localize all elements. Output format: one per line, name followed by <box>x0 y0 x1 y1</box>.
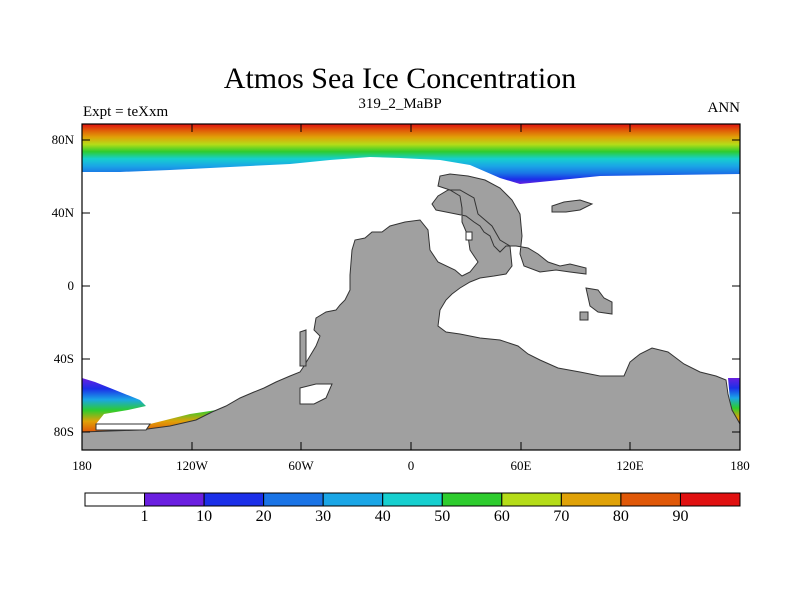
experiment-label: Expt = teXxm <box>83 104 169 120</box>
lon-label-60w: 60W <box>288 458 314 473</box>
colorbar-label: 50 <box>434 508 451 525</box>
colorbar-swatch <box>501 492 562 507</box>
lat-label-80n: 80N <box>51 132 74 147</box>
inland-lake-north <box>465 231 473 241</box>
lon-label-0: 0 <box>407 458 415 473</box>
colorbar-label: 90 <box>672 508 689 525</box>
lon-label-120e: 120E <box>616 458 644 473</box>
lon-label-180w: 180 <box>72 458 92 473</box>
antarctic-gulf <box>95 423 151 431</box>
colorbar-label: 10 <box>196 508 213 525</box>
inland-sea-south <box>299 383 333 405</box>
colorbar <box>84 492 741 507</box>
axis-ticks <box>82 124 740 450</box>
colorbar-swatch <box>144 492 205 507</box>
southern-sea-ice-dateline <box>728 378 740 428</box>
lat-label-0: 0 <box>67 278 75 293</box>
colorbar-label: 20 <box>255 508 272 525</box>
arctic-sea-ice <box>82 124 740 184</box>
lat-label-40s: 40S <box>53 351 74 366</box>
colorbar-label: 70 <box>553 508 570 525</box>
lon-label-120w: 120W <box>176 458 208 473</box>
lon-label-180e: 180 <box>730 458 750 473</box>
lat-label-80s: 80S <box>53 424 74 439</box>
colorbar-label: 30 <box>315 508 332 525</box>
colorbar-swatch <box>84 492 146 507</box>
colorbar-label: 1 <box>140 508 149 525</box>
colorbar-swatch <box>263 492 324 507</box>
map-subtitle: 319_2_MaBP <box>358 96 442 112</box>
peninsula-west <box>299 329 307 367</box>
colorbar-swatch <box>322 492 384 507</box>
colorbar-swatch <box>620 492 681 507</box>
season-label: ANN <box>707 100 741 116</box>
colorbar-swatch <box>203 492 265 507</box>
island-east-asia <box>551 199 594 213</box>
map-title: Atmos Sea Ice Concentration <box>223 62 577 95</box>
colorbar-label: 80 <box>612 508 629 525</box>
colorbar-label: 60 <box>493 508 510 525</box>
lat-label-40n: 40N <box>51 205 74 220</box>
colorbar-swatch <box>441 492 503 507</box>
lon-label-60e: 60E <box>510 458 532 473</box>
colorbar-label: 40 <box>374 508 391 525</box>
colorbar-swatch <box>679 492 741 507</box>
colorbar-swatch <box>560 492 622 507</box>
island-tiny <box>579 311 589 321</box>
colorbar-swatch <box>382 492 443 507</box>
island-southeast <box>585 287 613 315</box>
